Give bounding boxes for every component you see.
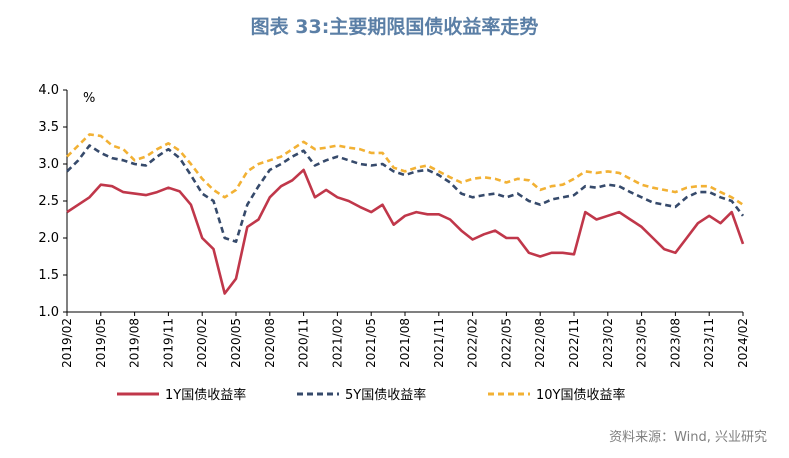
legend-label-1: 1Y国债收益率 — [165, 387, 246, 403]
x-tick-label: 2022/08 — [533, 318, 547, 368]
y-tick-label: 2.5 — [38, 194, 59, 209]
chart-title: 图表 33:主要期限国债收益率走势 — [250, 16, 539, 38]
y-tick-label: 3.5 — [38, 120, 59, 135]
x-tick-label: 2022/02 — [466, 318, 480, 368]
x-tick-label: 2023/05 — [635, 318, 649, 368]
legend-label-2: 5Y国债收益率 — [345, 387, 426, 403]
x-tick-label: 2023/11 — [702, 318, 716, 368]
x-tick-label: 2021/11 — [432, 318, 446, 368]
legend-label-3: 10Y国债收益率 — [536, 387, 625, 403]
y-tick-label: 1.0 — [38, 305, 59, 320]
series-line-3 — [66, 133, 744, 206]
series-line-1 — [66, 168, 745, 295]
x-tick-label: 2021/08 — [398, 318, 412, 368]
x-tick-label: 2020/02 — [195, 318, 209, 368]
x-tick-label: 2020/05 — [229, 318, 243, 368]
x-tick-label: 2021/05 — [364, 318, 378, 368]
x-tick-label: 2020/08 — [263, 318, 277, 368]
y-tick-label: 4.0 — [38, 83, 59, 98]
x-tick-label: 2019/08 — [128, 318, 142, 368]
y-tick-label: 2.0 — [38, 231, 59, 246]
source-note: 资料来源：Wind, 兴业研究 — [609, 430, 767, 445]
x-tick-label: 2022/05 — [499, 318, 513, 368]
x-tick-label: 2019/05 — [94, 318, 108, 368]
x-tick-label: 2022/11 — [567, 318, 581, 368]
x-tick-label: 2020/11 — [297, 318, 311, 368]
axes: 1.0 1.5 2.0 2.5 3.0 3.5 4.0% 2019/02 2019/05 2019… — [38, 83, 750, 368]
y-unit-label: % — [83, 91, 95, 106]
series-line-2 — [66, 144, 745, 243]
x-tick-label: 2019/11 — [161, 318, 175, 368]
x-tick-label: 2019/02 — [60, 318, 74, 368]
legend: 1Y国债收益率 5Y国债收益率 10Y国债收益率 — [117, 387, 625, 403]
x-tick-label: 2024/02 — [736, 318, 750, 368]
x-tick-label: 2023/08 — [668, 318, 682, 368]
series-lines — [66, 133, 745, 295]
y-tick-label: 1.5 — [38, 268, 59, 283]
y-tick-label: 3.0 — [38, 157, 59, 172]
x-tick-label: 2021/02 — [330, 318, 344, 368]
x-tick-label: 2023/02 — [601, 318, 615, 368]
